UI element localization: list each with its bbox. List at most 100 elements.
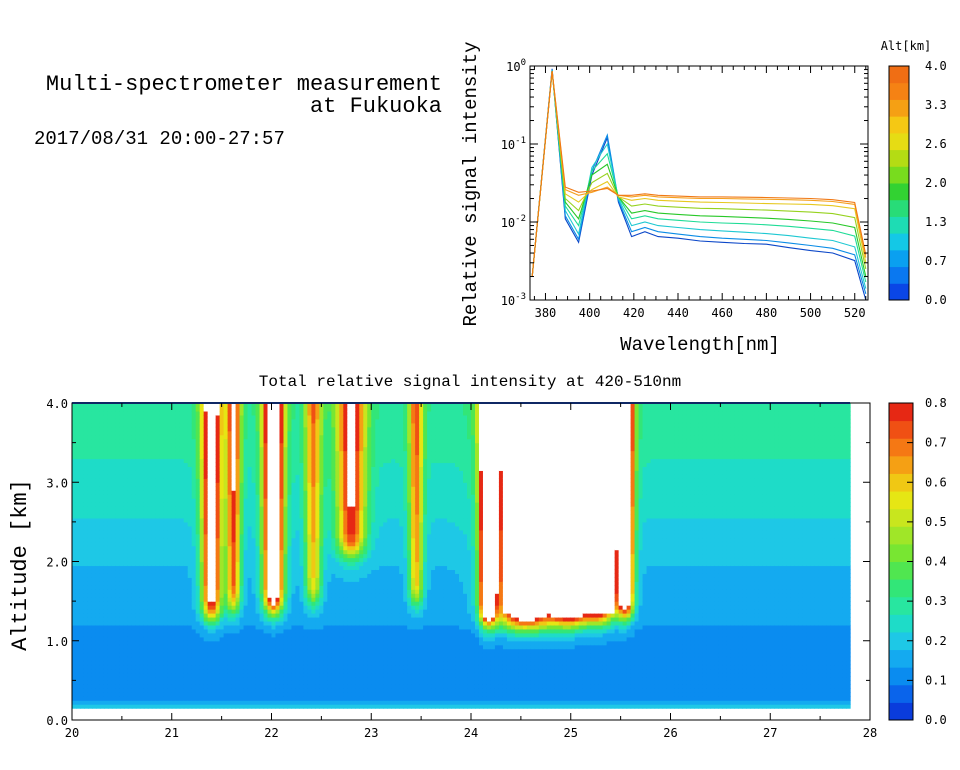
heatmap-cell	[259, 668, 265, 674]
heatmap-cell	[183, 513, 189, 519]
heatmap-cell	[295, 434, 301, 440]
heatmap-cell	[251, 660, 257, 666]
heatmap-cell	[275, 577, 281, 582]
heatmap-cell	[111, 521, 117, 527]
heatmap-cell	[139, 513, 145, 519]
heatmap-cell	[123, 601, 129, 606]
heatmap-cell	[72, 454, 77, 460]
heatmap-cell	[127, 498, 133, 503]
heatmap-cell	[72, 406, 77, 412]
heatmap-cell	[291, 529, 297, 535]
heatmap-cell	[259, 502, 265, 507]
heatmap-cell	[231, 585, 237, 590]
heatmap-cell	[247, 410, 253, 416]
heatmap-cell	[115, 418, 121, 424]
heatmap-cell	[83, 438, 89, 444]
heatmap-cell	[115, 613, 121, 618]
heatmap-cell	[72, 517, 77, 523]
heatmap-cell	[255, 704, 261, 709]
heatmap-cell	[139, 696, 145, 701]
heatmap-cell	[123, 632, 129, 638]
heatmap-cell	[315, 569, 320, 574]
heatmap-cell	[95, 533, 101, 539]
heatmap-cell	[315, 652, 320, 658]
heatmap-cell	[147, 640, 153, 646]
heatmap-cell	[111, 422, 117, 428]
heatmap-cell	[239, 517, 245, 523]
heatmap-cell	[99, 609, 105, 614]
heatmap-cell	[163, 644, 169, 650]
heatmap-cell	[271, 486, 277, 491]
heatmap-cell	[227, 426, 233, 432]
heatmap-cell	[251, 450, 257, 456]
heatmap-cell	[99, 696, 105, 701]
heatmap-cell	[151, 478, 157, 483]
heatmap-cell	[271, 494, 277, 499]
heatmap-cell	[263, 454, 269, 460]
heatmap-cell	[155, 553, 161, 559]
heatmap-cell	[255, 422, 261, 428]
heatmap-cell	[199, 506, 205, 511]
heatmap-cell	[275, 509, 281, 515]
heatmap-cell	[243, 458, 249, 464]
heatmap-cell	[175, 474, 181, 479]
heatmap-cell	[295, 430, 301, 436]
heatmap-cell	[211, 613, 217, 618]
heatmap-cell	[159, 517, 165, 523]
heatmap-cell	[107, 414, 113, 420]
heatmap-cell	[159, 403, 165, 408]
heatmap-cell	[259, 521, 265, 527]
heatmap-cell	[139, 613, 145, 618]
heatmap-cell	[171, 668, 177, 674]
heatmap-cell	[251, 648, 257, 654]
heatmap-cell	[111, 458, 117, 464]
heatmap-cell	[75, 636, 81, 642]
heatmap-cell	[243, 573, 249, 578]
heatmap-cell	[143, 557, 149, 563]
heatmap-cell	[99, 624, 105, 630]
heatmap-cell	[223, 648, 229, 654]
heatmap-cell	[72, 549, 77, 555]
heatmap-cell	[119, 490, 125, 495]
heatmap-cell	[171, 434, 177, 440]
heatmap-cell	[287, 561, 293, 567]
heatmap-cell	[107, 482, 113, 487]
heatmap-cell	[319, 541, 324, 547]
heatmap-cell	[287, 632, 293, 638]
heatmap-cell	[75, 684, 81, 689]
heatmap-cell	[119, 605, 125, 610]
heatmap-cell	[187, 553, 193, 559]
heatmap-cell	[119, 537, 125, 543]
heatmap-cell	[299, 616, 305, 622]
heatmap-cell	[295, 438, 301, 444]
heatmap-cell	[235, 648, 241, 654]
heatmap-cell	[91, 553, 97, 559]
heatmap-cell	[107, 620, 113, 626]
heatmap-cell	[111, 668, 117, 674]
heatmap-cell	[235, 418, 241, 424]
heatmap-cell	[207, 525, 213, 531]
heatmap-cell	[99, 553, 105, 559]
heatmap-cell	[187, 561, 193, 567]
heatmap-cell	[215, 660, 221, 666]
heatmap-cell	[75, 609, 81, 614]
heatmap-cell	[203, 462, 209, 467]
heatmap-cell	[87, 672, 93, 678]
heatmap-cell	[227, 406, 233, 412]
heatmap-cell	[115, 474, 121, 479]
heatmap-cell	[83, 628, 89, 634]
heatmap-cell	[95, 545, 101, 551]
heatmap-cell	[199, 648, 205, 654]
heatmap-cell	[131, 700, 137, 705]
heatmap-cell	[75, 414, 81, 420]
heatmap-cell	[79, 565, 85, 571]
heatmap-cell	[311, 422, 316, 428]
heatmap-cell	[279, 605, 285, 610]
heatmap-cell	[311, 609, 316, 614]
heatmap-cell	[215, 462, 221, 467]
heatmap-cell	[299, 628, 305, 634]
heatmap-cell	[187, 521, 193, 527]
heatmap-cell	[131, 704, 137, 709]
heatmap-cell	[83, 656, 89, 662]
heatmap-cell	[311, 490, 316, 495]
